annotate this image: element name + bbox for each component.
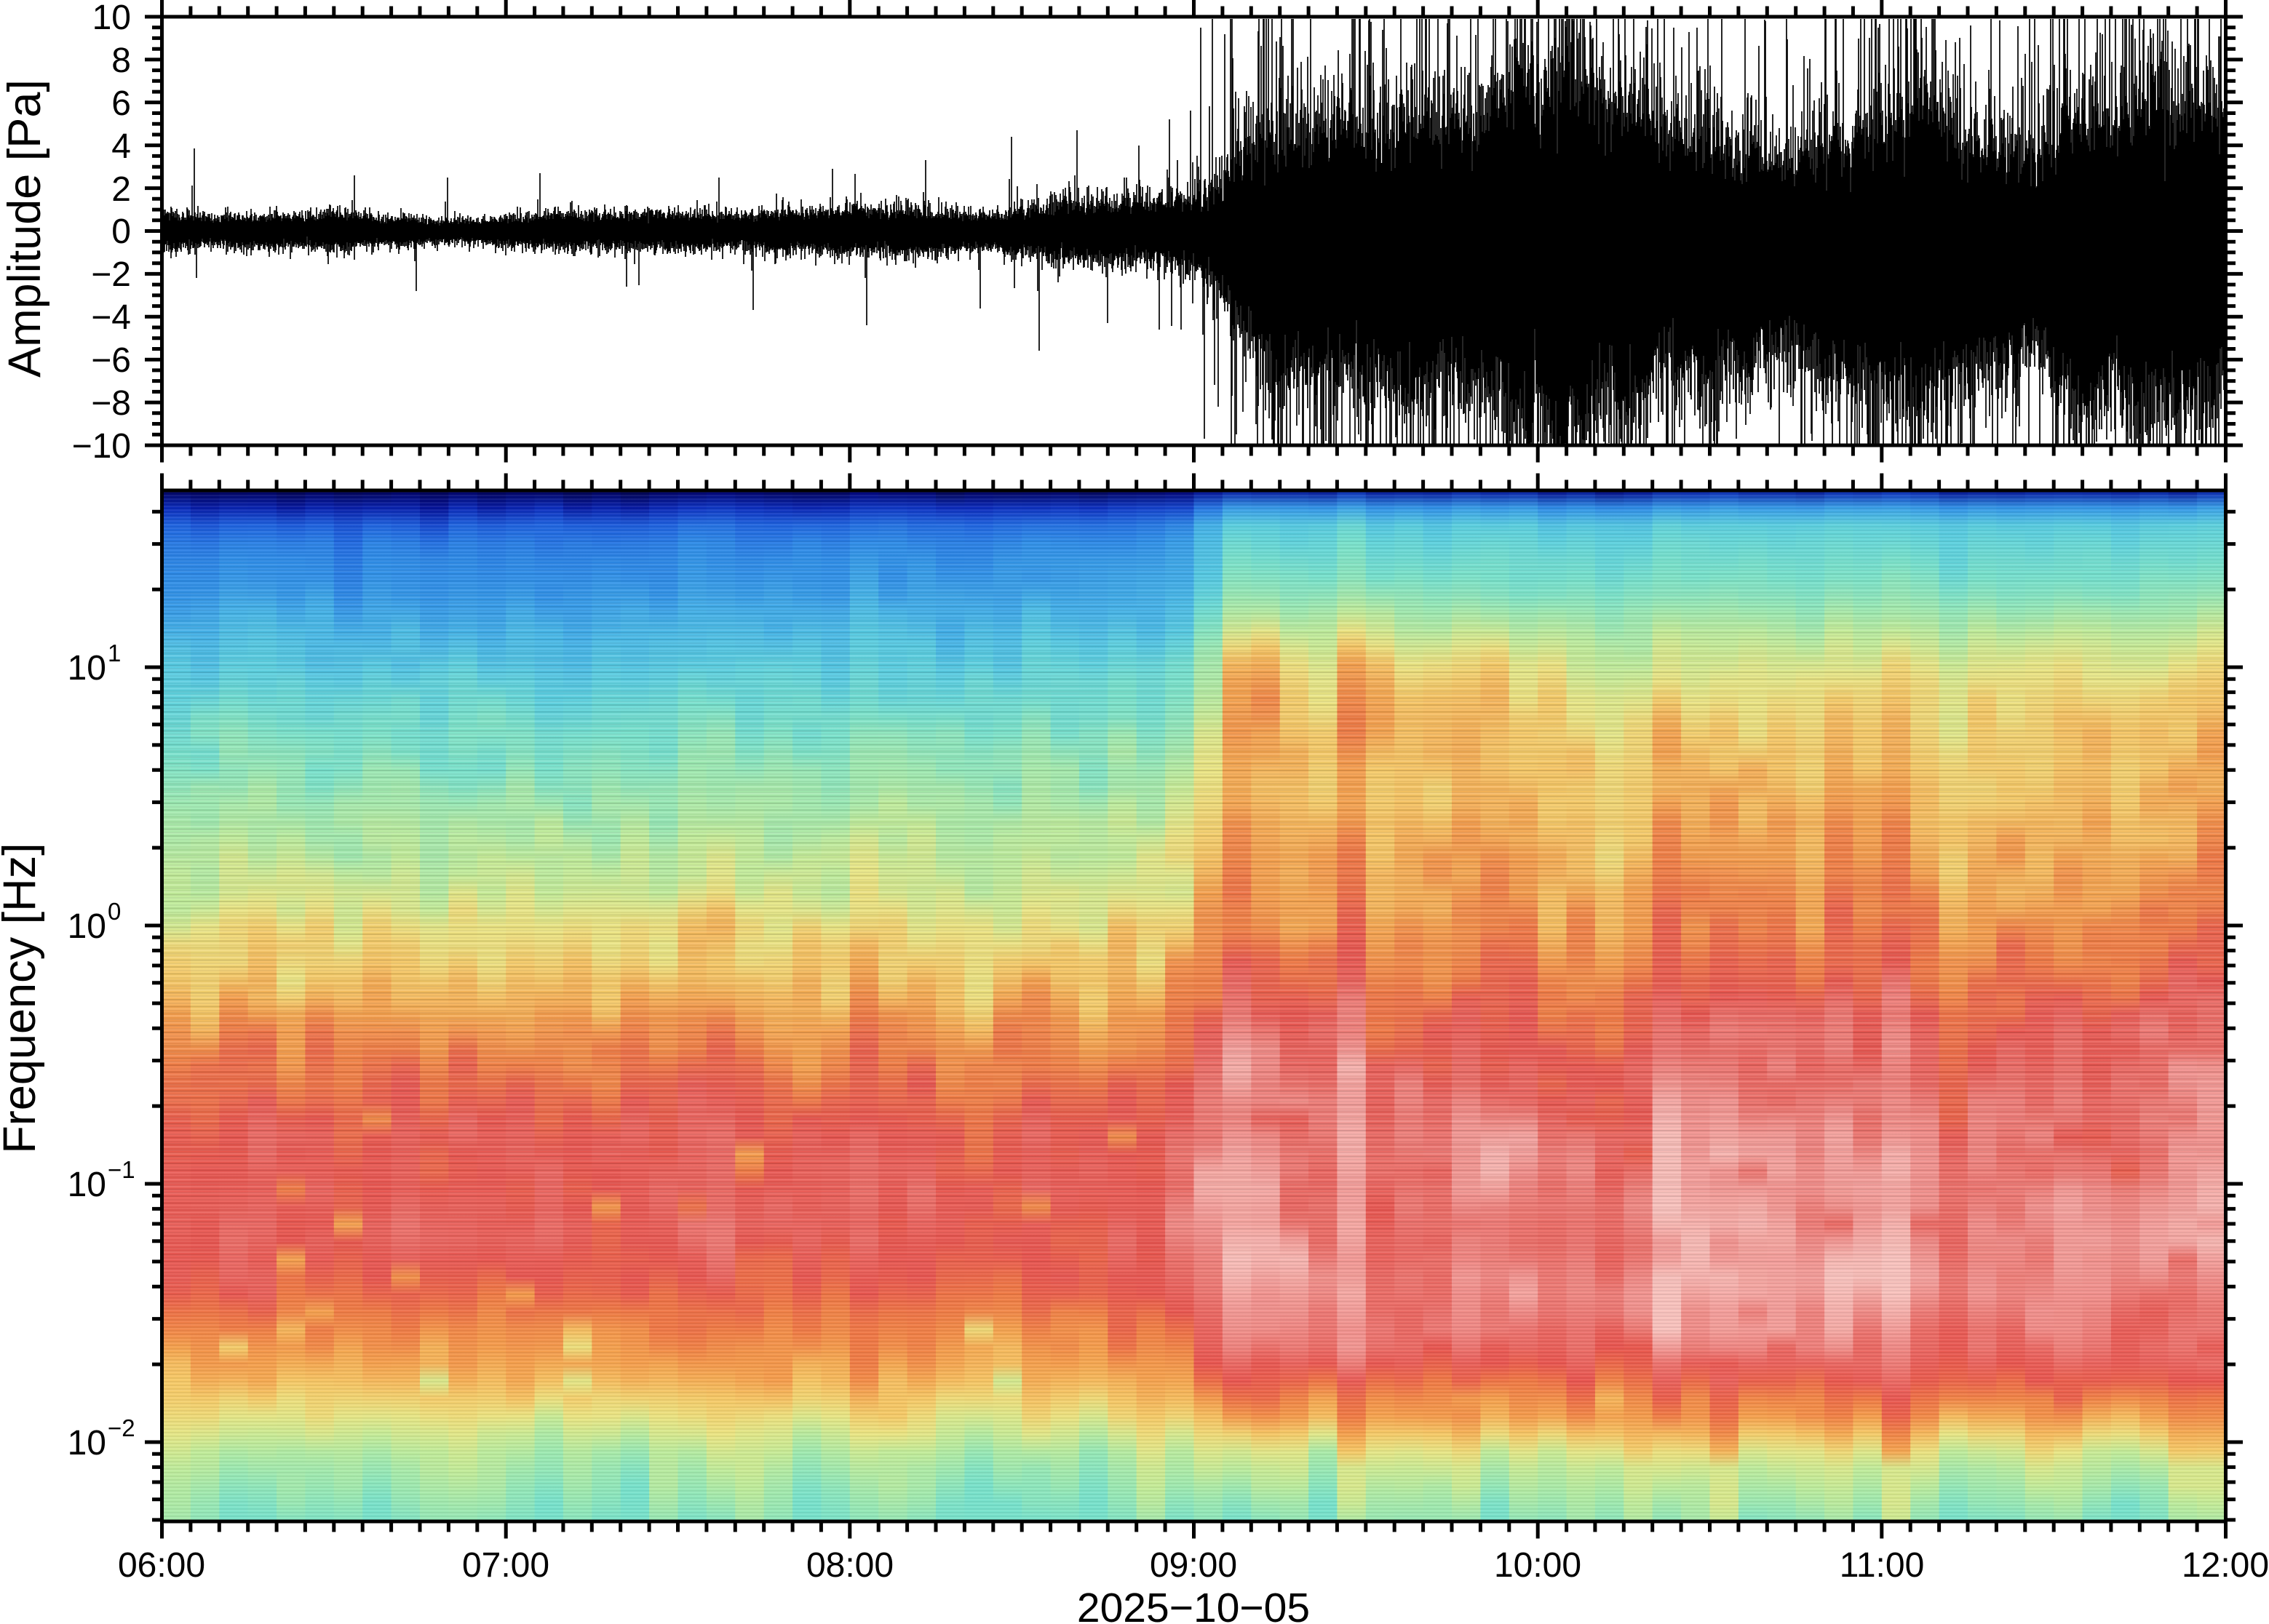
svg-text:2: 2	[111, 170, 131, 209]
svg-text:−2: −2	[108, 1414, 135, 1441]
svg-text:4: 4	[111, 127, 131, 166]
svg-text:10: 10	[68, 907, 106, 946]
svg-text:Amplitude [Pa]: Amplitude [Pa]	[0, 79, 50, 378]
svg-text:09:00: 09:00	[1150, 1546, 1237, 1585]
svg-text:07:00: 07:00	[462, 1546, 549, 1585]
svg-text:10: 10	[92, 0, 131, 37]
svg-text:12:00: 12:00	[2182, 1546, 2269, 1585]
svg-text:8: 8	[111, 41, 131, 80]
svg-text:−4: −4	[91, 298, 131, 337]
svg-text:10:00: 10:00	[1494, 1546, 1581, 1585]
svg-text:08:00: 08:00	[806, 1546, 894, 1585]
svg-text:−8: −8	[91, 384, 131, 423]
svg-text:0: 0	[111, 212, 131, 251]
svg-text:−2: −2	[91, 255, 131, 294]
svg-text:6: 6	[111, 84, 131, 123]
svg-text:10: 10	[68, 1166, 106, 1204]
svg-text:11:00: 11:00	[1840, 1546, 1925, 1585]
svg-text:0: 0	[108, 898, 121, 925]
svg-text:−6: −6	[91, 341, 131, 380]
svg-text:10: 10	[68, 649, 106, 688]
svg-text:10: 10	[68, 1424, 106, 1462]
svg-text:−10: −10	[72, 427, 131, 466]
svg-text:1: 1	[108, 640, 121, 666]
svg-text:2025−10−05: 2025−10−05	[1077, 1585, 1310, 1624]
svg-text:06:00: 06:00	[118, 1546, 205, 1585]
svg-text:Frequency [Hz]: Frequency [Hz]	[0, 843, 45, 1153]
svg-text:−1: −1	[108, 1156, 135, 1183]
